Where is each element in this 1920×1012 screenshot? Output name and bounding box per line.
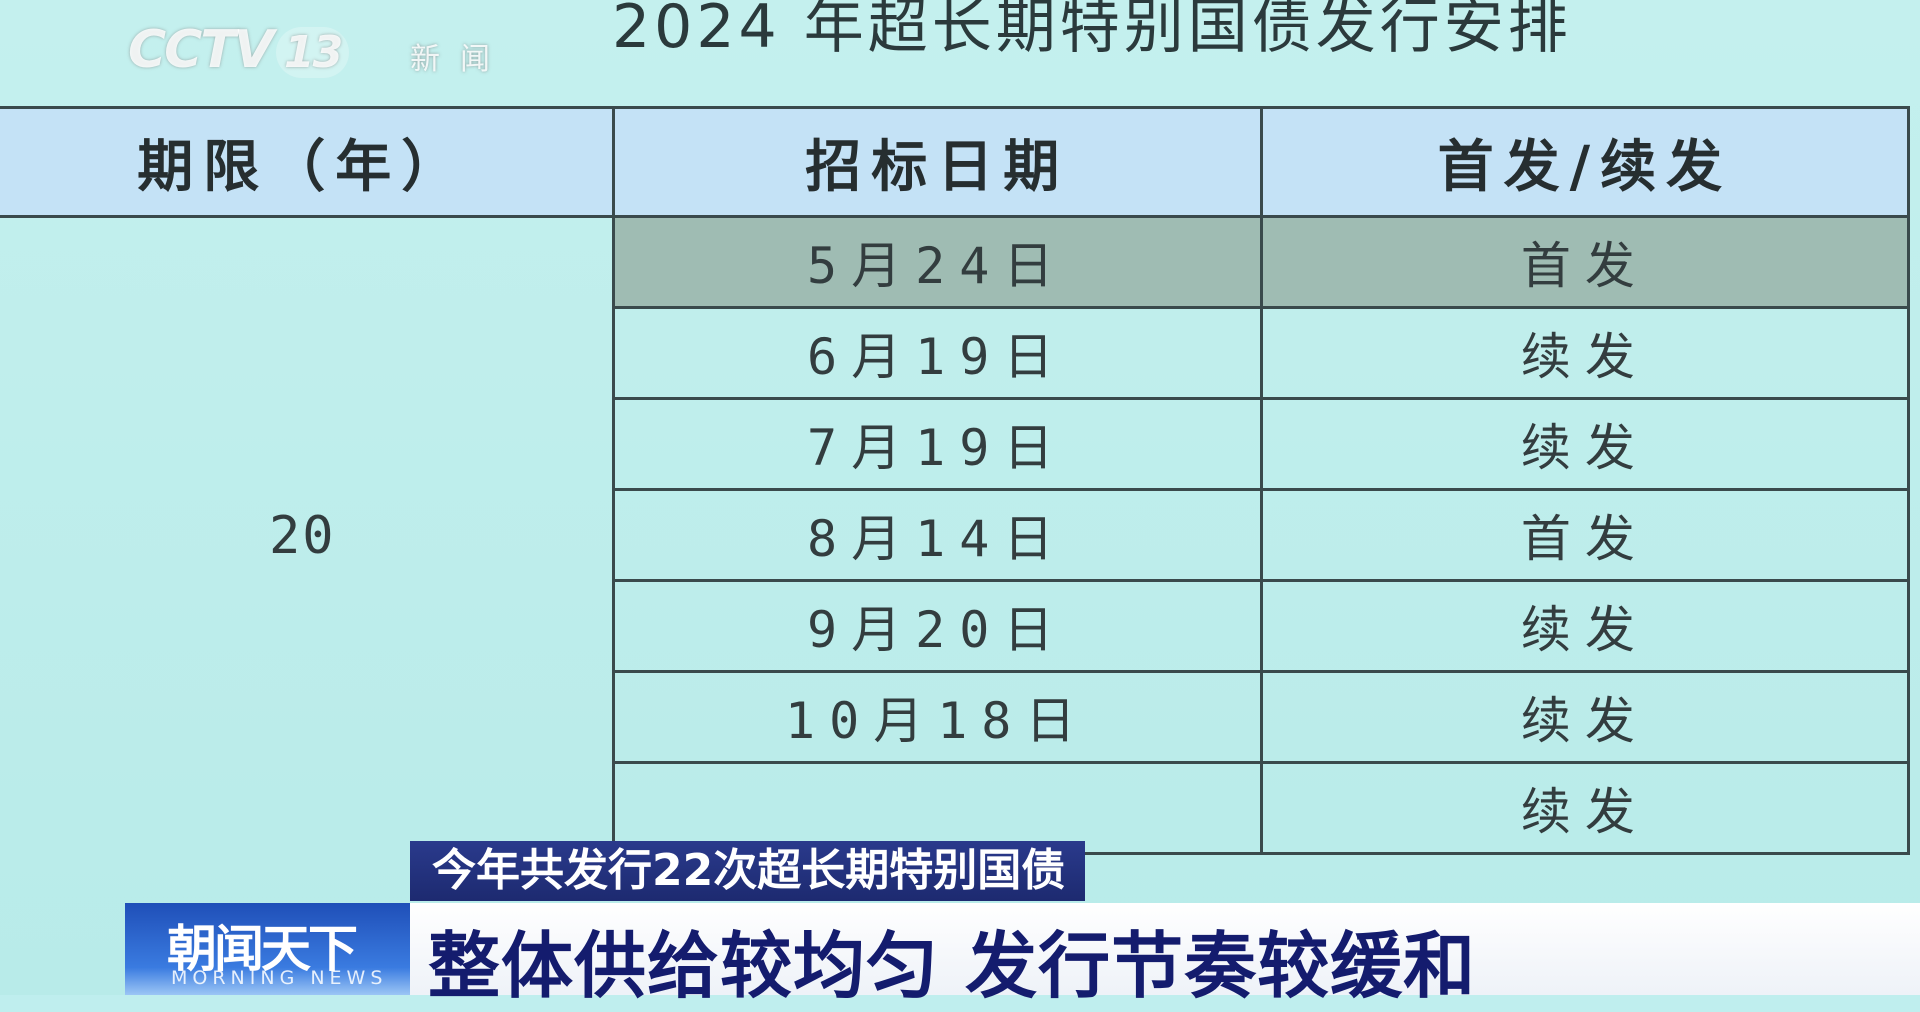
channel-subtitle: 新闻 <box>410 42 510 77</box>
header-term: 期限（年） <box>0 106 615 218</box>
header-type: 首发/续发 <box>1259 106 1911 218</box>
table-row: 20 5月24日 首发 <box>0 215 1911 854</box>
table-row: 10月18日 续发 <box>0 670 1911 764</box>
program-logo: 朝闻天下 MORNING NEWS <box>125 903 410 995</box>
channel-name: CCTV <box>128 20 274 80</box>
term-cell: 20 <box>0 215 615 854</box>
type-cell: 续发 <box>1259 670 1911 764</box>
date-cell: 7月19日 <box>611 397 1263 491</box>
date-cell: 6月19日 <box>611 306 1263 400</box>
table-row: 7月19日 续发 <box>0 397 1911 491</box>
date-cell: 5月24日 <box>611 215 1263 309</box>
headline: 整体供给较均匀 发行节奏较缓和 <box>428 924 1477 1008</box>
date-cell: 10月18日 <box>611 670 1263 764</box>
subtitle-banner: 今年共发行22次超长期特别国债 <box>410 841 1086 901</box>
header-date: 招标日期 <box>611 106 1263 218</box>
type-cell: 续发 <box>1259 306 1911 400</box>
program-name-en: MORNING NEWS <box>171 967 388 989</box>
table-row: 9月20日 续发 <box>0 579 1911 673</box>
bond-schedule-table: 期限（年） 招标日期 首发/续发 20 5月24日 首发 6月19日 续发 7月19日 续发… <box>0 106 1911 855</box>
type-cell: 续发 <box>1259 761 1911 855</box>
type-cell: 首发 <box>1259 488 1911 582</box>
program-name: 朝闻天下 <box>167 920 358 978</box>
channel-number: 13 <box>276 27 350 78</box>
headline-bar: 整体供给较均匀 发行节奏较缓和 <box>410 903 1920 1008</box>
document-title: 2024 年超长期特别国债发行安排 <box>612 0 1572 62</box>
date-cell <box>611 761 1263 855</box>
date-cell: 8月14日 <box>611 488 1263 582</box>
type-cell: 首发 <box>1259 215 1911 309</box>
table-row: 6月19日 续发 <box>0 306 1911 400</box>
table-row: 8月14日 首发 <box>0 488 1911 582</box>
type-cell: 续发 <box>1259 579 1911 673</box>
cctv13-logo: CCTV 13 <box>128 20 388 82</box>
date-cell: 9月20日 <box>611 579 1263 673</box>
table-row: 续发 <box>0 761 1911 855</box>
type-cell: 续发 <box>1259 397 1911 491</box>
table-header-row: 期限（年） 招标日期 首发/续发 <box>0 106 1911 218</box>
